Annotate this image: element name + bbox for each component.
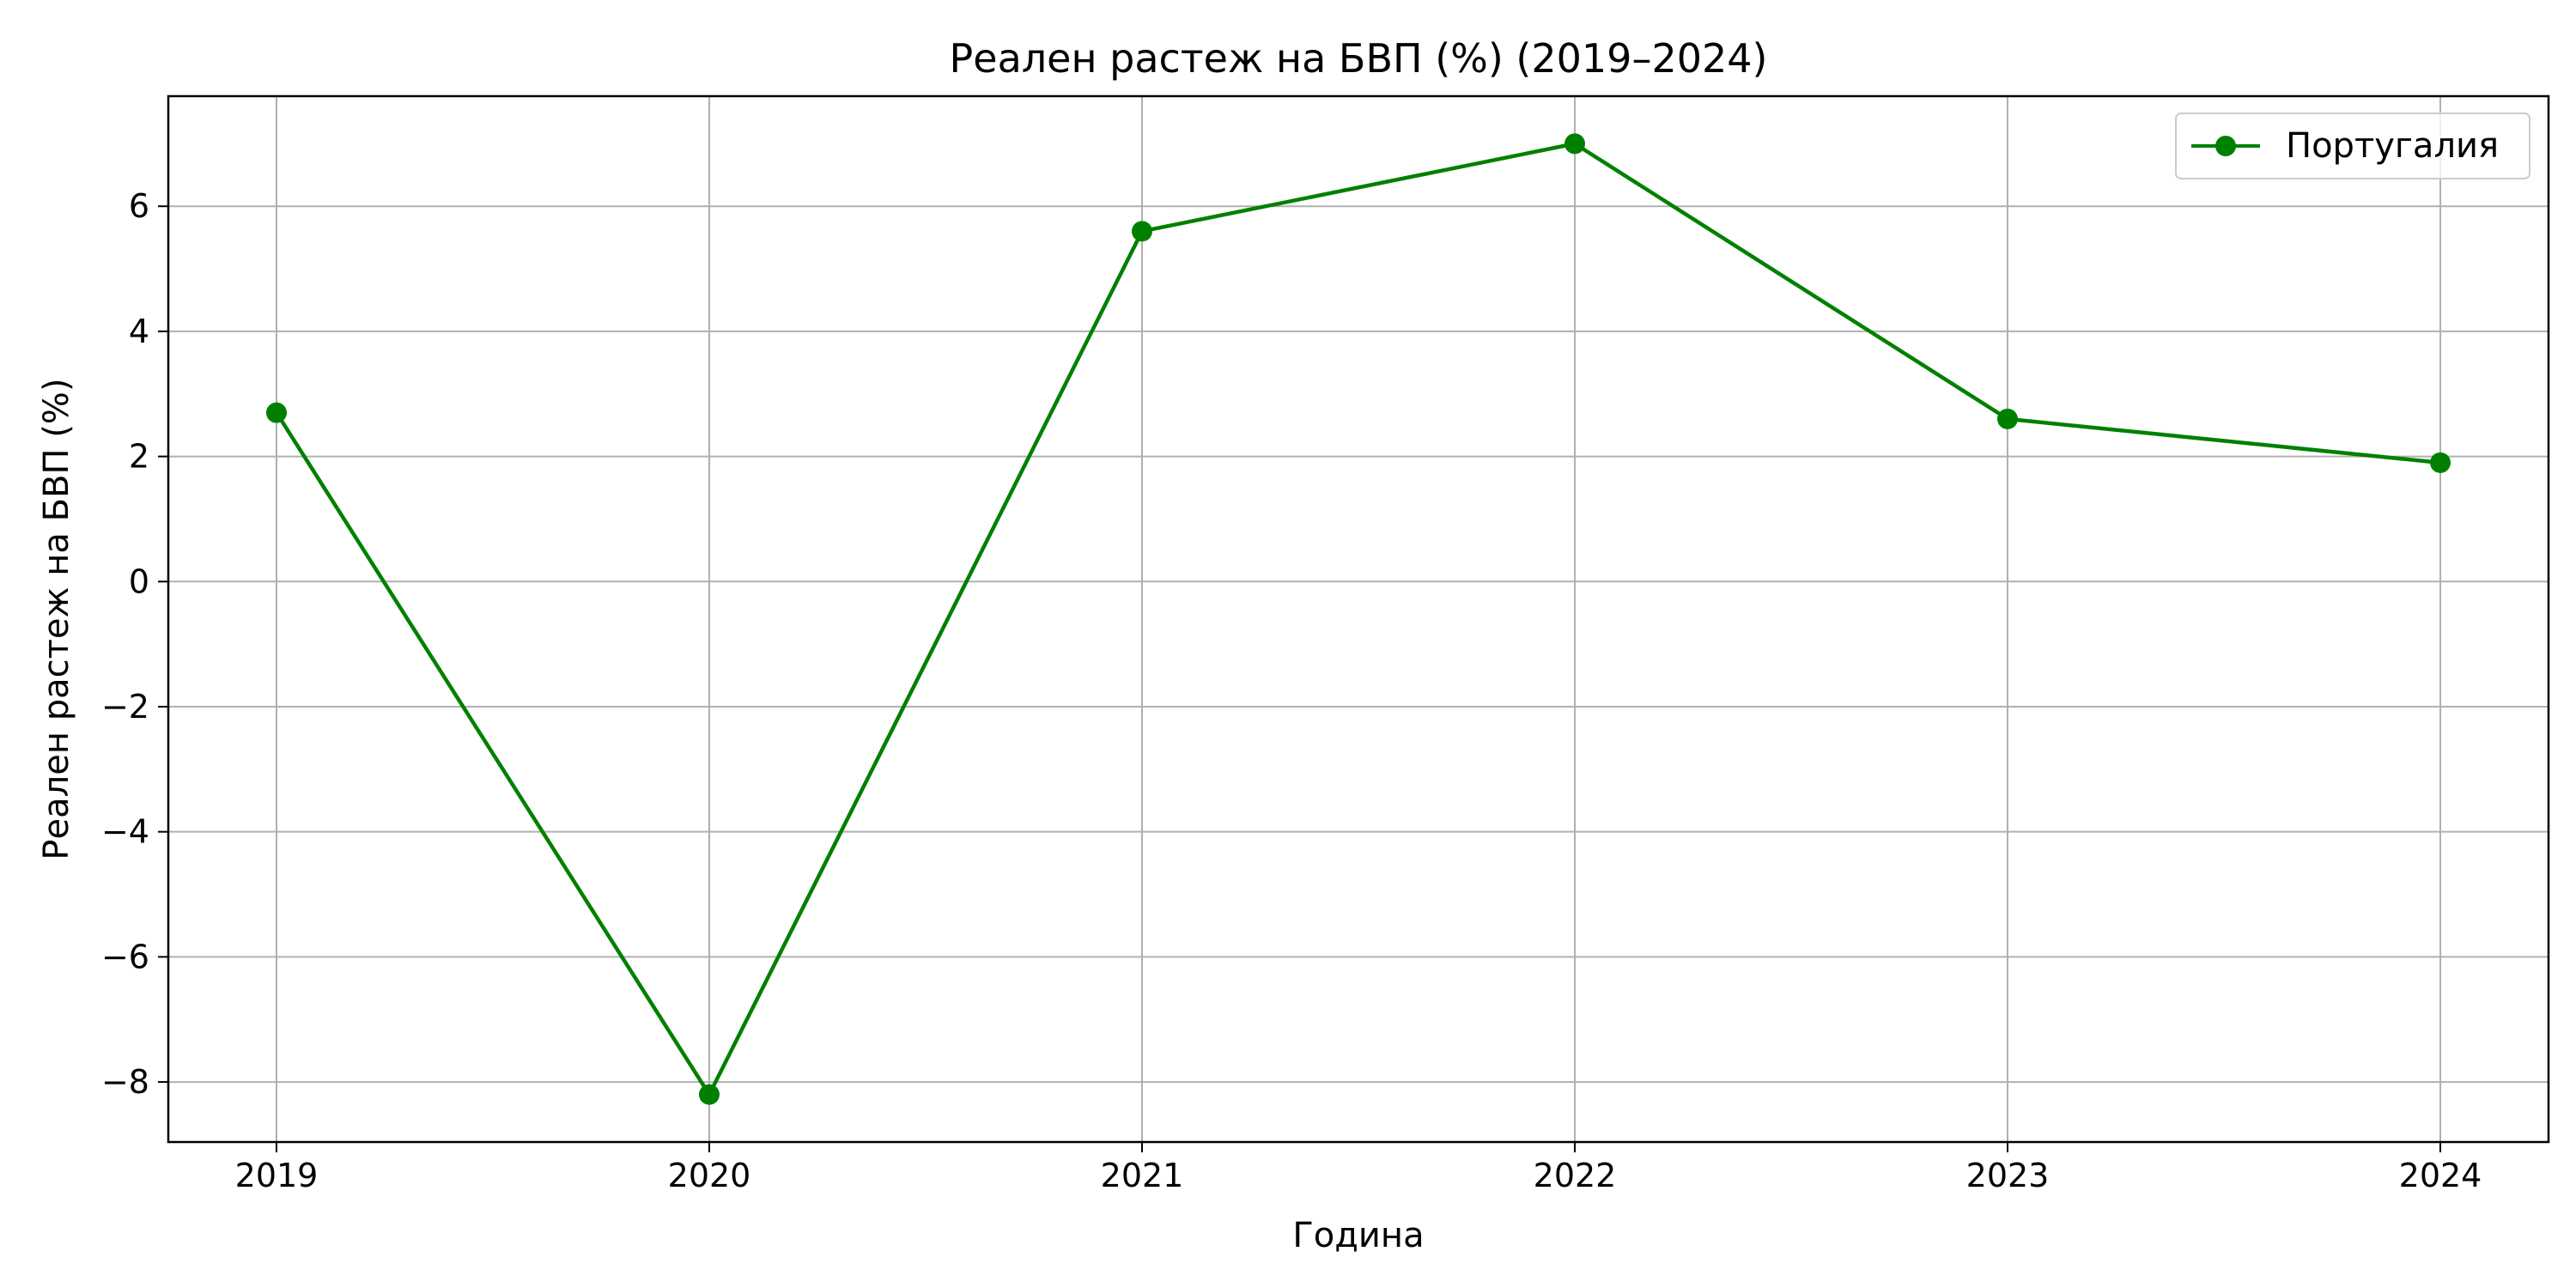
data-point <box>699 1084 720 1105</box>
y-tick-label: −8 <box>101 1063 149 1101</box>
series-layer <box>266 133 2451 1105</box>
legend-box <box>2175 112 2530 179</box>
y-tick-label: 4 <box>129 313 149 350</box>
series-line <box>275 142 2441 1097</box>
axis-ticks: 2019 2020 2021 2022 2023 2024 −8 −6 −4 −2 0 2 4 6 <box>101 187 2482 1194</box>
y-tick-label: −4 <box>101 813 149 851</box>
y-tick-label: 6 <box>129 187 149 225</box>
data-point <box>1132 221 1152 242</box>
x-axis-title: Година <box>1292 1216 1424 1255</box>
legend: Португалия <box>2175 112 2530 179</box>
y-tick-label: 2 <box>129 438 149 476</box>
grid <box>168 96 2549 1142</box>
x-tick-label: 2021 <box>1101 1157 1184 1194</box>
legend-marker <box>2215 136 2236 156</box>
y-axis-title: Реален растеж на БВП (%) <box>37 378 76 860</box>
data-point <box>2430 452 2451 473</box>
y-tick-label: 0 <box>129 562 149 600</box>
y-tick-label: −6 <box>101 938 149 975</box>
x-tick-label: 2023 <box>1966 1157 2050 1194</box>
x-tick-label: 2024 <box>2399 1157 2482 1194</box>
legend-label: Португалия <box>2286 126 2499 166</box>
x-tick-label: 2020 <box>668 1157 751 1194</box>
plot-area-frame <box>167 94 2550 1144</box>
x-tick-label: 2022 <box>1534 1157 1617 1194</box>
data-point <box>1564 133 1585 155</box>
data-point <box>1997 408 2018 429</box>
x-tick-label: 2019 <box>235 1157 319 1194</box>
chart-title: Реален растеж на БВП (%) (2019–2024) <box>950 35 1768 82</box>
data-point <box>266 402 287 423</box>
y-tick-label: −2 <box>101 688 149 726</box>
